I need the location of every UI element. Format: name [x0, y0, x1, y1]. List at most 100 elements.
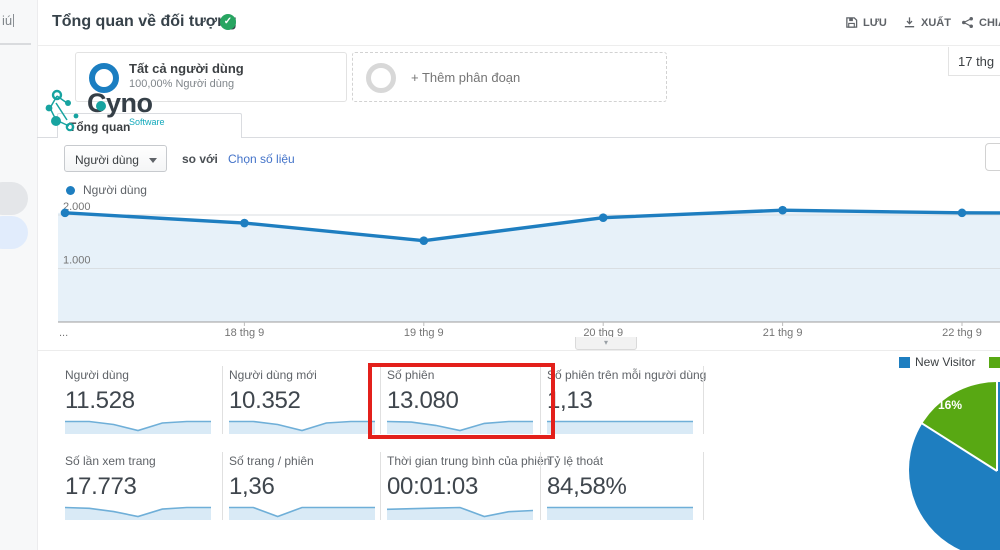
sparkline [547, 506, 693, 520]
logo-subtitle: Software [129, 117, 165, 127]
save-icon [846, 17, 858, 28]
metric-value: 00:01:03 [387, 473, 479, 500]
data-point[interactable] [598, 213, 608, 222]
legend-swatch-icon [899, 356, 910, 368]
sparkline [229, 506, 375, 520]
header-divider [37, 45, 1000, 46]
segment-ring-icon [366, 63, 396, 93]
x-tick-label: 18 thg 9 [225, 327, 265, 339]
add-segment-button[interactable]: + Thêm phân đoạn [352, 52, 667, 102]
metric-dropdown[interactable]: Người dùng [64, 145, 167, 172]
segment-all-users[interactable]: Tất cả người dùng 100,00% Người dùng [75, 52, 347, 102]
pie-legend: New Visitor Returning Visitor [899, 355, 1000, 369]
sparkline [387, 420, 533, 434]
sparkline-line [229, 506, 375, 518]
metric-value: 11.528 [65, 387, 135, 414]
legend-returning-visitor: Returning Visitor [989, 355, 1000, 369]
select-metric-link[interactable]: Chọn số liệu [228, 152, 295, 166]
chevron-down-icon [149, 158, 157, 163]
add-segment-label: + Thêm phân đoạn [411, 70, 521, 85]
sparkline [229, 420, 375, 434]
metric-card-avg-session-duration[interactable]: Thời gian trung bình của phiên 00:01:03 [387, 454, 550, 520]
sparkline-fill [547, 507, 693, 520]
series-legend-label: Người dùng [83, 183, 147, 197]
series-dot-icon [66, 185, 75, 195]
granularity-control-clipped[interactable] [985, 143, 1000, 171]
data-point[interactable] [778, 205, 787, 215]
sidebar-item-pill-active[interactable] [0, 216, 28, 249]
x-tick-label: 19 thg 9 [404, 327, 444, 339]
sparkline [65, 420, 211, 434]
date-range-text: 17 thg [958, 54, 995, 69]
y-tick-label: 2.000 [63, 201, 91, 213]
y-tick-label: 1.000 [63, 255, 91, 267]
sparkline-fill [547, 421, 693, 434]
metric-label: Người dùng [65, 368, 129, 382]
sparkline [547, 420, 693, 434]
share-icon [962, 17, 973, 28]
metric-card-pages-per-session[interactable]: Số trang / phiên 1,36 [229, 454, 385, 520]
data-point[interactable] [60, 208, 70, 218]
x-tick-label: ... [59, 327, 68, 339]
x-tick-label: 21 thg 9 [763, 327, 803, 339]
download-icon [904, 17, 915, 28]
sparkline-line [65, 420, 211, 432]
sparkline [387, 506, 533, 520]
chart-legend: Người dùng [66, 183, 147, 197]
metric-label: Người dùng mới [229, 368, 317, 382]
sparkline-fill [387, 421, 533, 434]
tab-overview[interactable]: Tổng quan [57, 113, 242, 138]
metric-value: 84,58% [547, 473, 627, 500]
segment-subtitle: 100,00% Người dùng [129, 78, 235, 90]
data-point[interactable] [240, 218, 249, 228]
sparkline-fill [229, 421, 375, 434]
metric-card-pageviews[interactable]: Số lần xem trang 17.773 [65, 454, 221, 520]
metric-value: 17.773 [65, 473, 137, 500]
area-fill [58, 210, 1000, 322]
save-label: LƯU [863, 16, 887, 29]
data-point[interactable] [957, 208, 967, 218]
pie-separator [996, 382, 998, 471]
metric-label: Số trang / phiên [229, 454, 314, 468]
sidebar-item-pill[interactable] [0, 182, 28, 215]
vs-label: so với [182, 152, 218, 166]
verified-check-icon: ✓ [220, 14, 236, 30]
export-button[interactable]: XUẤT [903, 16, 951, 29]
chart-collapse-button[interactable]: ▾ [575, 337, 637, 350]
page-title: Tổng quan về đối tượng [52, 13, 237, 30]
card-divider [540, 366, 541, 434]
metric-value: 13.080 [387, 387, 459, 414]
metric-value: 1,13 [547, 387, 593, 414]
metric-label: Số phiên trên mỗi người dùng [547, 368, 707, 382]
card-divider [703, 366, 704, 434]
metric-value: 1,36 [229, 473, 275, 500]
metric-card-sessions-per-user[interactable]: Số phiên trên mỗi người dùng 1,13 [547, 368, 707, 434]
card-divider [540, 452, 541, 520]
metric-card-new-users[interactable]: Người dùng mới 10.352 [229, 368, 385, 434]
sparkline-fill [65, 507, 211, 520]
metric-value: 10.352 [229, 387, 301, 414]
legend-label: New Visitor [915, 355, 976, 369]
card-divider [703, 452, 704, 520]
card-divider [222, 366, 223, 434]
metric-label: Tỷ lệ thoát [547, 454, 604, 468]
sparkline [65, 506, 211, 520]
sparkline-line [387, 506, 533, 518]
data-point[interactable] [419, 236, 429, 245]
metric-card-sessions[interactable]: Số phiên 13.080 [387, 368, 543, 434]
share-button[interactable]: CHIA SẺ [961, 16, 1000, 29]
x-tick-label: 20 thg 9 [583, 327, 623, 339]
sparkline-fill [65, 421, 211, 434]
date-range-selector[interactable]: 17 thg [948, 47, 1000, 76]
sidebar-divider [0, 43, 31, 45]
metric-card-users[interactable]: Người dùng 11.528 [65, 368, 221, 434]
export-label: XUẤT [921, 16, 951, 29]
card-divider [222, 452, 223, 520]
save-button[interactable]: LƯU [845, 16, 887, 29]
legend-swatch-icon [989, 356, 1000, 368]
metric-card-bounce-rate[interactable]: Tỷ lệ thoát 84,58% [547, 454, 703, 520]
users-area-chart[interactable]: 1.000 2.000... 18 thg 9 19 thg 9 20 thg 9 21 … [37, 198, 1000, 352]
molecule-icon [45, 89, 79, 132]
metric-dropdown-value: Người dùng [75, 153, 139, 167]
